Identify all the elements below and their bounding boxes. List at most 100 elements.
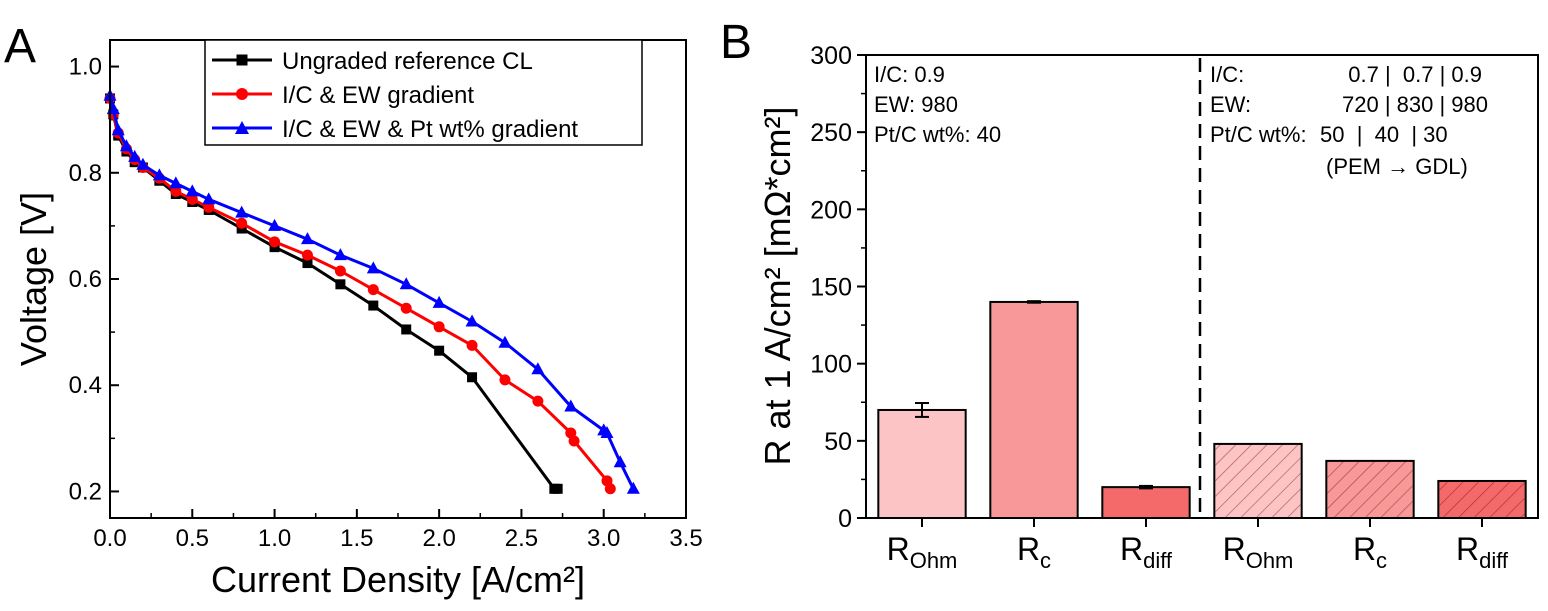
data-point: [269, 236, 281, 248]
y-tick-label: 200: [810, 196, 852, 224]
bar-group: [877, 402, 967, 520]
data-point: [235, 205, 249, 218]
data-point: [236, 217, 248, 229]
category-subscript: Ohm: [1246, 548, 1294, 573]
data-point: [185, 184, 199, 197]
annotation-graded: I/C: 0.7 | 0.7 | 0.9 EW: 720 | 830 | 980…: [1210, 62, 1488, 179]
y-axis-label: R at 1 A/cm² [mΩ*cm²]: [757, 107, 798, 466]
data-point: [401, 324, 412, 335]
annotation-reference: I/C: 0.9 EW: 980 Pt/C wt%: 40: [874, 62, 1001, 147]
data-point: [202, 192, 216, 205]
annotation-ic-label: I/C:: [1210, 62, 1244, 87]
panel-label-a: A: [4, 20, 36, 73]
data-point: [128, 149, 142, 162]
data-point: [626, 481, 640, 494]
data-point: [119, 139, 133, 152]
y-tick-label: 250: [810, 119, 852, 147]
legend: Ungraded reference CL I/C & EW gradient …: [204, 39, 643, 146]
x-axis-label: Current Density [A/cm²]: [211, 559, 585, 600]
annotation-direction: (PEM → GDL): [1326, 154, 1468, 179]
data-point: [400, 302, 412, 314]
annotation-pt-label: Pt/C wt%:: [1210, 122, 1307, 147]
data-point: [111, 123, 125, 136]
bar-hatch: [1327, 461, 1413, 517]
data-point: [433, 321, 445, 333]
panel-label-b: B: [720, 16, 752, 69]
data-point: [466, 339, 478, 351]
bar: [989, 300, 1079, 519]
data-point: [531, 362, 545, 375]
data-point: [333, 248, 347, 261]
data-point: [366, 261, 380, 274]
data-point: [600, 426, 614, 439]
legend-label: I/C & EW & Pt wt% gradient: [282, 116, 578, 143]
bar: [1101, 486, 1191, 519]
y-tick-label: 0.2: [69, 478, 102, 505]
category-subscript: diff: [1479, 548, 1509, 573]
data-point: [106, 102, 120, 115]
data-point: [334, 265, 346, 277]
category-main: R: [1456, 531, 1479, 567]
series-circle: [104, 92, 616, 495]
bar-hatch: [1215, 444, 1301, 517]
legend-entry-ic-ew-pt: I/C & EW & Pt wt% gradient: [212, 116, 578, 143]
data-point: [465, 314, 479, 327]
data-point: [467, 372, 478, 383]
category-label: ROhm: [887, 531, 958, 573]
data-point: [302, 258, 313, 269]
plot-frame: [865, 54, 1539, 519]
series-line: [108, 98, 612, 490]
category-main: R: [1120, 531, 1143, 567]
category-subscript: c: [1040, 548, 1051, 573]
data-point: [203, 201, 215, 213]
y-tick-label: 0.8: [69, 160, 102, 187]
legend-label: Ungraded reference CL: [282, 48, 533, 75]
y-tick-label: 0.4: [69, 372, 102, 399]
bar-group: [1213, 442, 1303, 520]
bar-group: [1437, 479, 1527, 519]
bar: [877, 408, 967, 520]
y-tick-label: 150: [810, 274, 852, 302]
annotation-ic-values: 0.7 | 0.7 | 0.9: [1348, 62, 1482, 87]
category-main: R: [1353, 531, 1376, 567]
data-point: [300, 232, 314, 245]
data-point: [186, 193, 198, 205]
voltage-chart: 0.0 0.5 1.0 1.5 2.0 2.5 3.0 3.50.20.40.60.81.0 …: [13, 39, 703, 600]
data-point: [613, 455, 627, 468]
data-point: [136, 157, 150, 170]
data-point: [169, 176, 183, 189]
x-tick-label: 1.0: [258, 525, 291, 552]
data-point: [432, 295, 446, 308]
legend-entry-ungraded: Ungraded reference CL: [212, 48, 533, 75]
data-point: [367, 284, 379, 296]
annotation-ew-values: 720 | 830 | 980: [1342, 92, 1488, 117]
data-point: [170, 185, 182, 197]
data-point: [498, 335, 512, 348]
category-label: ROhm: [1223, 531, 1294, 573]
data-point: [301, 249, 313, 261]
y-tick-label: 50: [824, 428, 852, 456]
x-tick-label: 0.0: [93, 525, 126, 552]
data-point: [399, 277, 413, 290]
legend-entry-ic-ew: I/C & EW gradient: [212, 82, 474, 109]
legend-box: [204, 39, 643, 146]
legend-marker-square: [236, 54, 248, 66]
x-tick-label: 3.5: [669, 525, 702, 552]
category-label: Rc: [1017, 531, 1051, 573]
series-line: [108, 98, 558, 491]
category-subscript: Ohm: [910, 548, 958, 573]
bar-group: [989, 300, 1079, 519]
y-tick-label: 300: [810, 42, 852, 70]
y-tick-label: 1.0: [69, 54, 102, 81]
annotation-ic: I/C: 0.9: [874, 62, 945, 87]
x-tick-label: 0.5: [176, 525, 209, 552]
category-label: Rdiff: [1120, 531, 1173, 573]
data-point: [368, 300, 379, 311]
series-triangle: [103, 88, 640, 494]
category-main: R: [887, 531, 910, 567]
legend-marker-circle: [236, 88, 248, 100]
data-point: [552, 483, 563, 494]
y-axis-label: Voltage [V]: [13, 192, 54, 366]
data-point: [568, 435, 580, 447]
